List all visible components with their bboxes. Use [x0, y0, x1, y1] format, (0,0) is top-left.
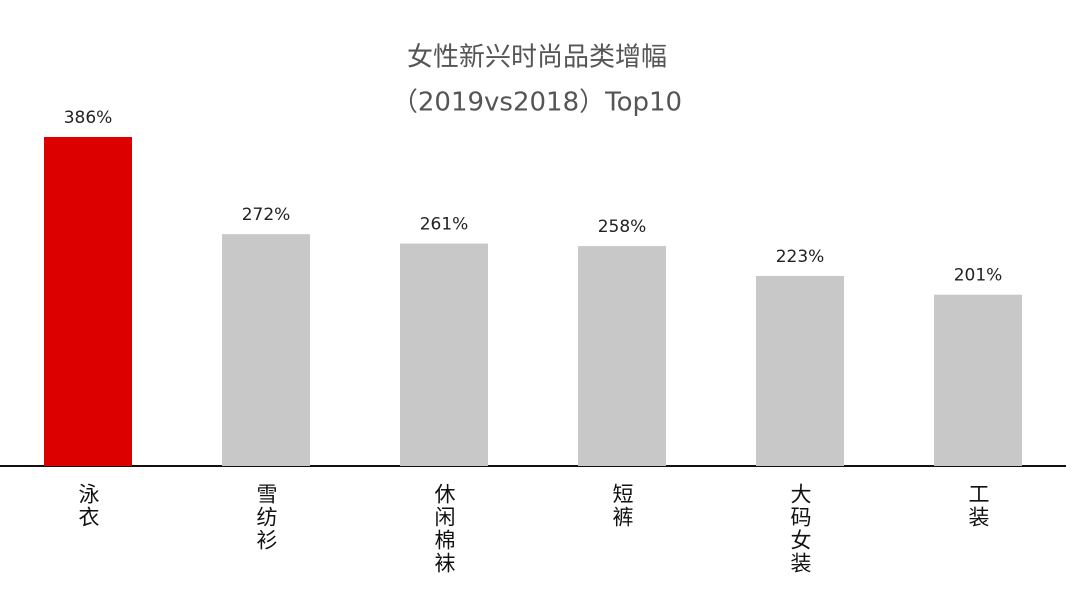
bar [44, 137, 132, 466]
x-tick-label: 泳衣 [76, 483, 100, 529]
x-tick-label: 工装 [966, 483, 990, 529]
x-tick-label: 短裤 [610, 483, 634, 529]
chart-subtitle: （2019vs2018）Top10 [392, 88, 682, 118]
value-label: 261% [420, 215, 469, 235]
value-label: 258% [598, 217, 647, 237]
value-label: 272% [242, 205, 291, 225]
value-label: 386% [64, 108, 113, 128]
x-tick-label: 休闲棉袜 [432, 483, 456, 575]
bar [400, 243, 488, 466]
bar [578, 246, 666, 466]
value-label: 223% [776, 247, 825, 267]
bar [756, 275, 844, 466]
bar [222, 234, 310, 466]
x-tick-label: 雪纺衫 [254, 483, 278, 552]
bar [934, 294, 1022, 466]
chart-title: 女性新兴时尚品类增幅 [407, 43, 667, 73]
x-tick-label: 大码女装 [788, 483, 812, 575]
value-label: 201% [954, 266, 1003, 286]
